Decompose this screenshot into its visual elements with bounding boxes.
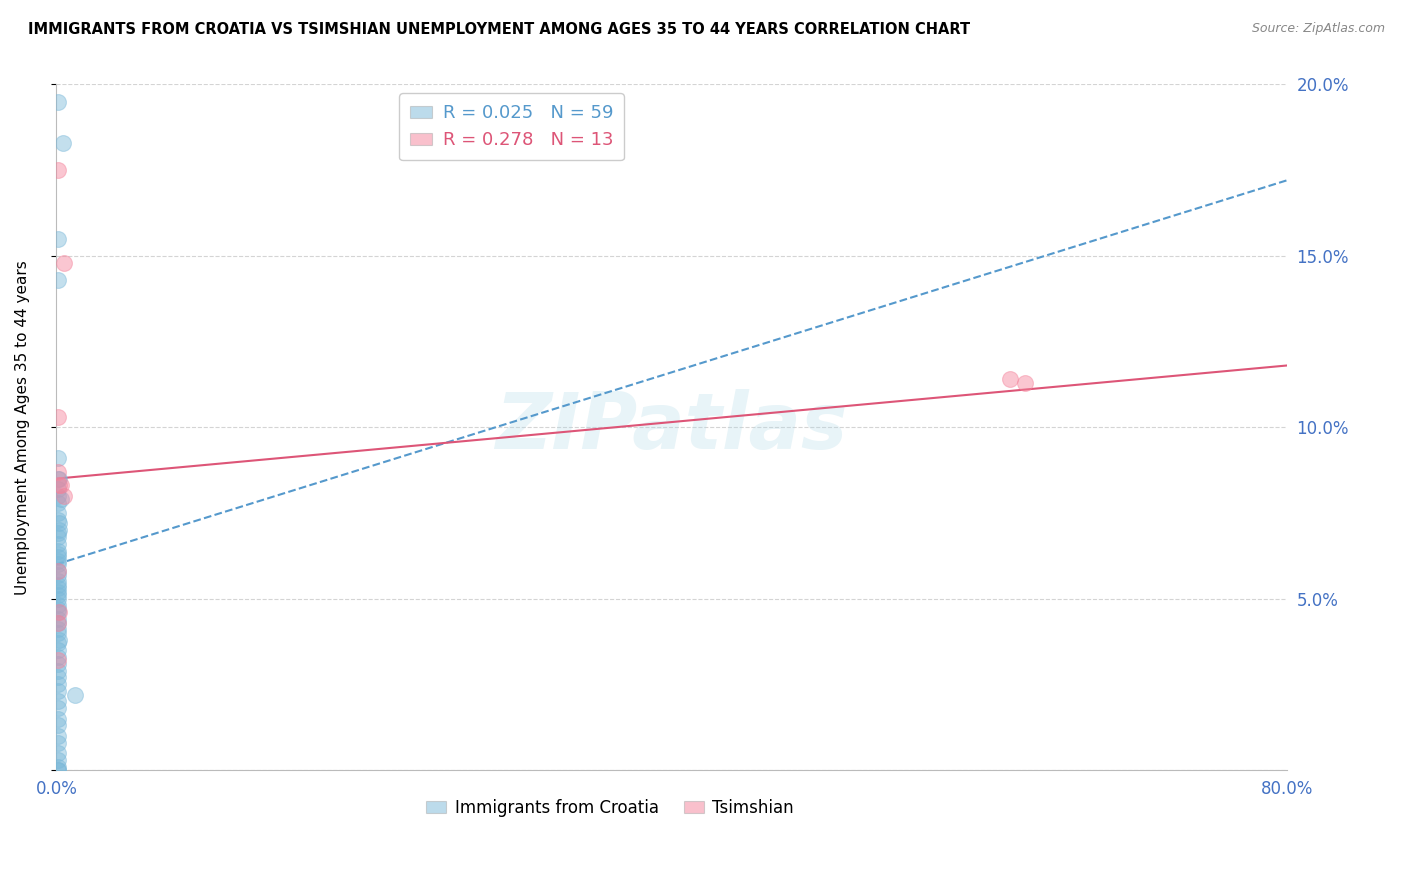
- Point: [48, 523, 70, 537]
- Point: [46, 232, 69, 246]
- Point: [46, 482, 69, 496]
- Point: [48, 516, 70, 531]
- Point: [46, 653, 69, 667]
- Text: Source: ZipAtlas.com: Source: ZipAtlas.com: [1251, 22, 1385, 36]
- Point: [46, 763, 69, 777]
- Point: [46, 558, 69, 572]
- Point: [49, 492, 72, 507]
- Point: [46, 602, 69, 616]
- Point: [46, 588, 69, 602]
- Point: [46, 712, 69, 726]
- Text: IMMIGRANTS FROM CROATIA VS TSIMSHIAN UNEMPLOYMENT AMONG AGES 35 TO 44 YEARS CORR: IMMIGRANTS FROM CROATIA VS TSIMSHIAN UNE…: [28, 22, 970, 37]
- Point: [46, 489, 69, 503]
- Point: [46, 701, 69, 715]
- Point: [46, 591, 69, 606]
- Point: [46, 273, 69, 287]
- Point: [46, 564, 69, 578]
- Point: [46, 664, 69, 678]
- Point: [46, 763, 69, 777]
- Point: [53, 255, 76, 269]
- Point: [46, 582, 69, 596]
- Legend: Immigrants from Croatia, Tsimshian: Immigrants from Croatia, Tsimshian: [419, 792, 800, 823]
- Text: ZIPatlas: ZIPatlas: [495, 389, 848, 466]
- Point: [46, 472, 69, 486]
- Point: [46, 567, 69, 582]
- Point: [46, 465, 69, 479]
- Point: [46, 735, 69, 749]
- Point: [46, 554, 69, 568]
- Point: [1014, 376, 1036, 390]
- Point: [46, 584, 69, 599]
- Point: [46, 649, 69, 664]
- Point: [46, 526, 69, 541]
- Point: [48, 472, 70, 486]
- Point: [46, 506, 69, 520]
- Point: [46, 605, 69, 619]
- Point: [46, 564, 69, 578]
- Point: [46, 599, 69, 613]
- Point: [46, 753, 69, 767]
- Point: [46, 657, 69, 671]
- Point: [46, 718, 69, 732]
- Point: [46, 677, 69, 691]
- Point: [998, 372, 1021, 386]
- Point: [46, 530, 69, 544]
- Point: [46, 626, 69, 640]
- Point: [46, 537, 69, 551]
- Point: [48, 632, 70, 647]
- Point: [63, 688, 86, 702]
- Point: [46, 615, 69, 630]
- Point: [46, 451, 69, 466]
- Point: [53, 489, 76, 503]
- Point: [46, 694, 69, 708]
- Point: [46, 623, 69, 637]
- Point: [46, 409, 69, 424]
- Point: [49, 478, 72, 492]
- Point: [46, 547, 69, 561]
- Point: [46, 574, 69, 589]
- Point: [46, 578, 69, 592]
- Point: [46, 615, 69, 630]
- Point: [48, 605, 70, 619]
- Point: [46, 684, 69, 698]
- Point: [46, 612, 69, 626]
- Y-axis label: Unemployment Among Ages 35 to 44 years: Unemployment Among Ages 35 to 44 years: [15, 260, 30, 595]
- Point: [46, 636, 69, 650]
- Point: [46, 550, 69, 565]
- Point: [46, 670, 69, 684]
- Point: [48, 478, 70, 492]
- Point: [46, 746, 69, 760]
- Point: [46, 643, 69, 657]
- Point: [46, 495, 69, 509]
- Point: [46, 543, 69, 558]
- Point: [46, 163, 69, 178]
- Point: [46, 729, 69, 743]
- Point: [46, 95, 69, 109]
- Point: [46, 513, 69, 527]
- Point: [51, 136, 73, 150]
- Point: [46, 759, 69, 773]
